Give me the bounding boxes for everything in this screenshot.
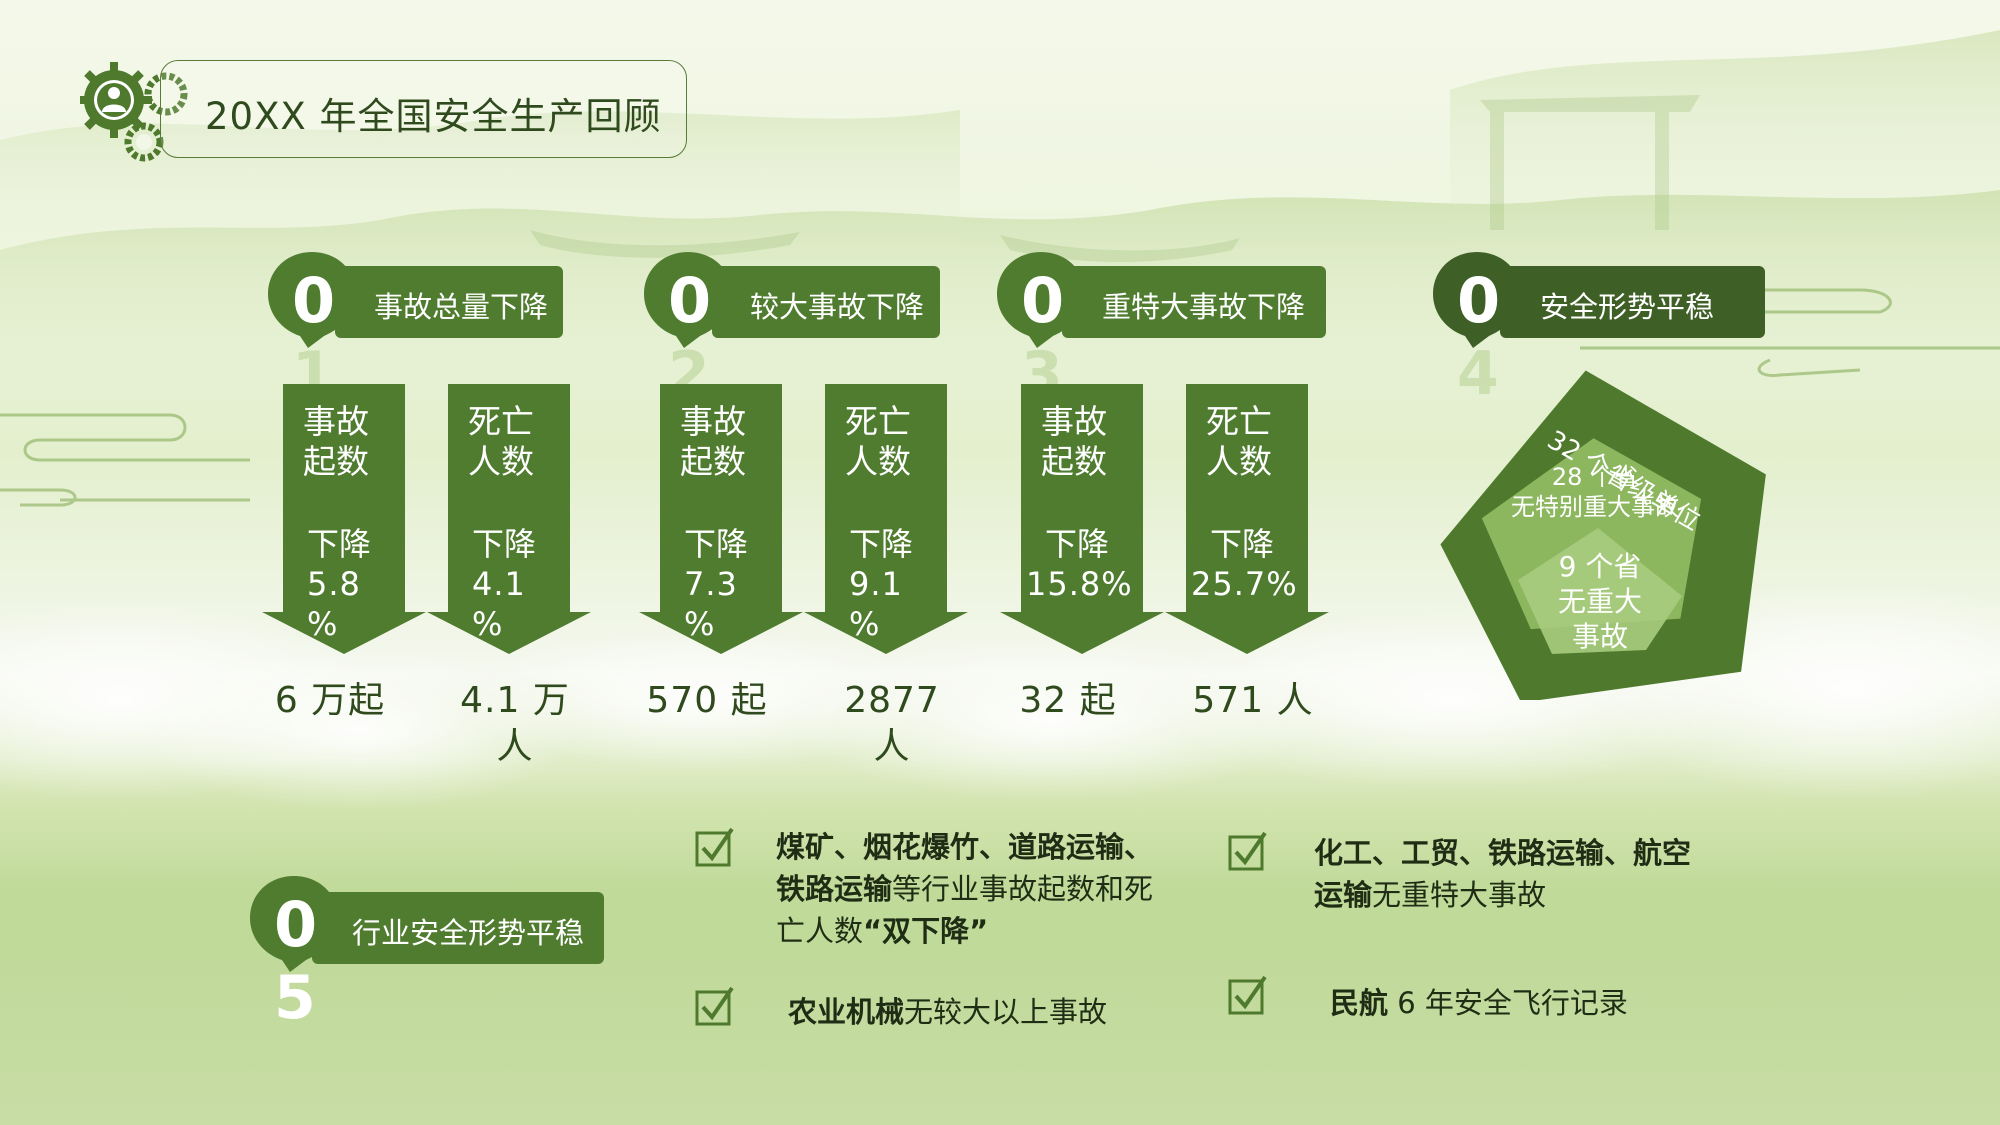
section-badge	[268, 252, 356, 348]
pentagon-middle-line1: 28 个省	[1551, 463, 1639, 491]
stat-card-change-label: 下降	[684, 525, 749, 563]
stat-card-change-label: 下降	[1045, 525, 1110, 563]
stat-card-title: 事故	[1041, 402, 1107, 441]
stat-card-change-value: 9.1	[849, 565, 903, 603]
stat-card-change-value: 25.7%	[1191, 565, 1298, 603]
header-frame	[160, 60, 687, 158]
checkbox-icon	[1228, 975, 1267, 1015]
stat-card-title: 起数	[680, 442, 746, 481]
stat-total: 2877	[844, 680, 940, 721]
checkbox-icon	[1228, 831, 1267, 871]
section-badge	[250, 876, 338, 972]
stat-card-change-value: 15.8%	[1026, 565, 1133, 603]
stat-arrow	[262, 384, 426, 654]
stat-card-title: 人数	[468, 442, 534, 481]
pentagon-inner-line1: 9 个省	[1558, 550, 1642, 583]
page-title: 20XX 年全国安全生产回顾	[205, 95, 662, 138]
stat-card-change-value: %	[472, 605, 504, 643]
checkbox-icon	[695, 827, 734, 867]
section-badge	[997, 252, 1085, 348]
section-tab-4	[1500, 266, 1765, 338]
stat-card-title: 人数	[845, 442, 911, 481]
section-number: 0	[292, 264, 336, 337]
industry-item-2: 化工、工贸、铁路运输、航空 运输无重特大事故	[1314, 836, 1692, 912]
section-number-digit: 5	[274, 963, 316, 1033]
stat-total: 32 起	[1019, 680, 1117, 721]
safety-pentagon	[1440, 370, 1766, 700]
section-badge	[644, 252, 732, 348]
stat-card-title: 事故	[303, 402, 369, 441]
pentagon-inner-line2: 无重大	[1557, 585, 1642, 618]
section-title: 安全形势平稳	[1540, 290, 1715, 324]
stat-card-change-value: %	[849, 605, 881, 643]
section-number: 0	[274, 888, 318, 961]
stat-total: 6 万起	[274, 680, 386, 721]
stat-arrow	[804, 384, 968, 654]
pentagon-inner-line3: 事故	[1571, 620, 1628, 653]
stat-arrow	[1000, 384, 1164, 654]
stat-card-change-value: 7.3	[684, 565, 738, 603]
section-badge	[1433, 252, 1521, 348]
stat-card-title: 死亡	[468, 402, 534, 441]
stat-card-change-label: 下降	[1210, 525, 1275, 563]
stat-card-title: 人数	[1206, 442, 1272, 481]
stat-card-change-value: 4.1	[472, 565, 526, 603]
stat-total: 4.1 万	[460, 680, 570, 721]
stat-card-title: 起数	[1041, 442, 1107, 481]
section-tab-2	[712, 266, 940, 338]
stat-card-title: 死亡	[1206, 402, 1272, 441]
stat-total: 570 起	[646, 680, 768, 721]
stat-card-change-label: 下降	[472, 525, 537, 563]
stat-arrow	[639, 384, 803, 654]
checkbox-icon	[695, 986, 734, 1026]
section-title: 重特大事故下降	[1102, 290, 1306, 324]
stat-total: 571 人	[1192, 680, 1314, 721]
stat-card-title: 事故	[680, 402, 746, 441]
stat-card-change-value: 5.8	[307, 565, 361, 603]
stat-total: 人	[496, 726, 534, 767]
pentagon-middle-line2: 无特别重大事故	[1511, 493, 1679, 521]
section-number: 0	[1021, 264, 1065, 337]
section-number: 0	[1457, 264, 1501, 337]
stat-card-change-label: 下降	[307, 525, 372, 563]
stat-card-title: 起数	[303, 442, 369, 481]
section-tab-1	[335, 266, 563, 338]
stat-card-change-label: 下降	[849, 525, 914, 563]
stat-card-change-value: %	[307, 605, 339, 643]
stat-arrow	[1165, 384, 1329, 654]
section-tab-5	[312, 892, 604, 964]
industry-item-4: 民航 6 年安全飞行记录	[1330, 986, 1628, 1020]
gear-logo-icon	[80, 62, 188, 162]
section-tab-3	[1062, 266, 1326, 338]
section-title: 事故总量下降	[374, 290, 549, 324]
section-title: 行业安全形势平稳	[352, 916, 585, 950]
stat-card-change-value: %	[684, 605, 716, 643]
section-title: 较大事故下降	[750, 290, 925, 324]
industry-item-1: 煤矿、烟花爆竹、道路运输、 铁路运输等行业事故起数和死 亡人数“双下降”	[776, 830, 1154, 948]
stat-card-title: 死亡	[845, 402, 911, 441]
industry-item-3: 农业机械无较大以上事故	[788, 995, 1108, 1029]
section-number: 0	[668, 264, 712, 337]
section-number-digit: 4	[1457, 339, 1499, 409]
stat-arrow	[427, 384, 591, 654]
stat-total: 人	[873, 726, 911, 767]
